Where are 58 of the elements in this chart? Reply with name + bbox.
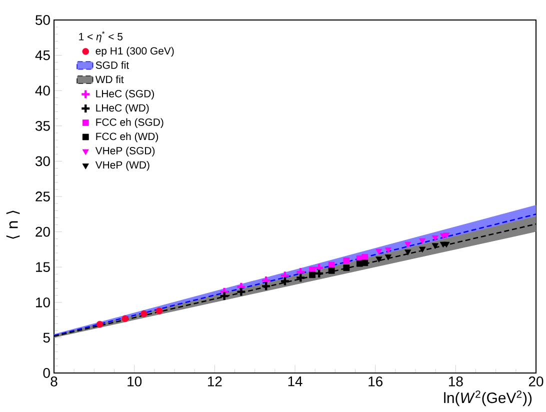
point (328, 267, 335, 274)
point (419, 246, 426, 253)
y-tick-label: 0 (43, 368, 50, 378)
x-tick-label: 20 (528, 376, 544, 386)
y-tick-label: 15 (36, 262, 50, 272)
point (419, 238, 426, 244)
legend-label: SGD fit (96, 61, 129, 69)
y-tick-label: 5 (43, 332, 50, 343)
point (404, 242, 412, 248)
legend-label: FCC eh (SGD) (96, 118, 164, 128)
point (236, 286, 246, 297)
y-tick-label: 50 (36, 15, 50, 25)
point (328, 262, 335, 268)
legend-label: LHeC (SGD) (96, 90, 154, 100)
x-tick-label: 16 (368, 376, 382, 386)
point (96, 320, 104, 328)
legend-label: VHeP (WD) (95, 160, 150, 171)
point (376, 248, 382, 255)
y-tick-label: 45 (35, 50, 50, 60)
point (384, 247, 392, 254)
legend-label: WD fit (95, 75, 124, 84)
legend-title: 1 < η$^{*}$ < 5 (79, 31, 123, 42)
x-tick-label: 8 (50, 376, 58, 386)
legend-label: ep H1 (300 GeV) (96, 46, 174, 57)
x-tick-label: 18 (448, 376, 463, 386)
point (122, 315, 128, 322)
point (443, 242, 450, 248)
point (362, 260, 368, 266)
point (309, 272, 316, 278)
point (314, 268, 324, 279)
point (343, 264, 350, 271)
point (156, 307, 163, 314)
point (404, 250, 412, 256)
y-tick-label: 10 (36, 297, 50, 308)
y-tick-label: 35 (36, 120, 50, 131)
point (432, 243, 438, 249)
point (443, 232, 450, 238)
y-tick-label: 40 (35, 86, 50, 96)
point (384, 254, 392, 260)
y-tick-label: 25 (36, 192, 50, 202)
y-tick-label: 20 (36, 226, 50, 237)
point (376, 256, 382, 262)
legend-label: VHeP (SGD) (95, 146, 155, 156)
legend-label: LHeC (WD) (96, 104, 149, 114)
point (261, 281, 272, 292)
point (140, 310, 148, 318)
y-tick-label: 30 (36, 156, 50, 166)
point (219, 290, 230, 302)
x-tick-label: 12 (208, 376, 222, 386)
point (296, 272, 306, 283)
y-axis-title: ⟨ n ⟩ (6, 210, 20, 239)
point (343, 258, 350, 264)
point (280, 276, 290, 286)
x-tick-label: 14 (288, 376, 302, 386)
x-axis-title: ln(W$^{2}$(GeV$^{2}$)) (444, 390, 532, 406)
point (432, 235, 438, 242)
legend-label: FCC eh (WD) (96, 132, 158, 142)
x-tick-label: 10 (128, 376, 142, 386)
